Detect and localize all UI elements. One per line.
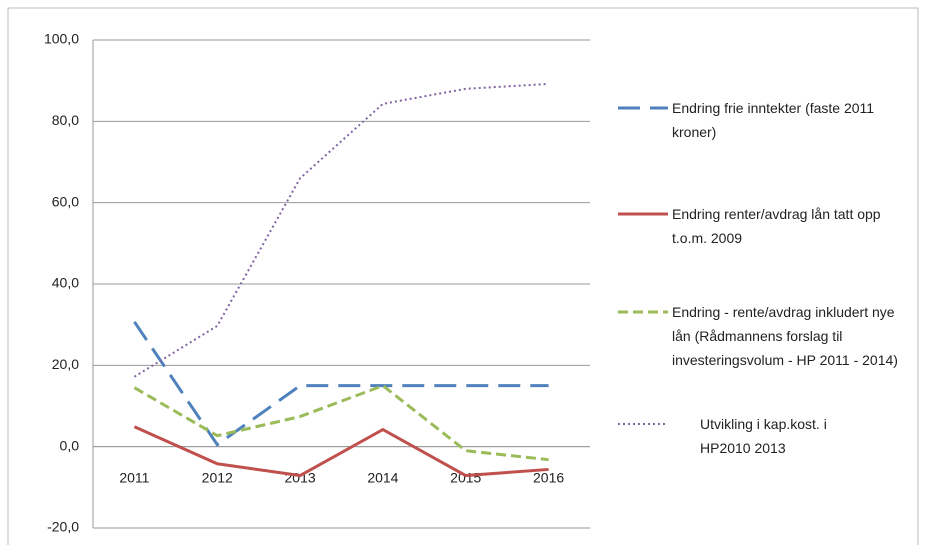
- y-tick-label: 0,0: [60, 437, 80, 453]
- x-tick-label: 2015: [450, 469, 481, 485]
- series-line: [133, 320, 549, 447]
- chart-frame: [7, 7, 919, 545]
- y-tick-label: 60,0: [52, 193, 79, 209]
- legend-label: Endring - rente/avdrag inkludert nye lån…: [672, 304, 898, 368]
- x-tick-label: 2013: [285, 469, 316, 485]
- y-tick-label: 40,0: [52, 275, 79, 291]
- x-tick-label: 2016: [533, 469, 564, 485]
- series-line: [133, 383, 549, 462]
- y-tick-label: 20,0: [52, 356, 79, 372]
- y-tick-label: 80,0: [52, 112, 79, 128]
- y-tick-label: -20,0: [47, 519, 79, 535]
- x-tick-label: 2011: [119, 469, 149, 485]
- x-tick-label: 2012: [202, 469, 233, 485]
- legend-label: Utvikling i kap.kost. i HP2010 2013: [700, 416, 827, 456]
- x-tick-label: 2014: [367, 469, 398, 485]
- series-line: [133, 425, 549, 478]
- legend-label: Endring frie inntekter (faste 2011 krone…: [672, 100, 875, 140]
- y-tick-label: 100,0: [44, 31, 79, 47]
- legend-label: Endring renter/avdrag lån tatt opp t.o.m…: [672, 206, 881, 246]
- series-line: [133, 82, 549, 378]
